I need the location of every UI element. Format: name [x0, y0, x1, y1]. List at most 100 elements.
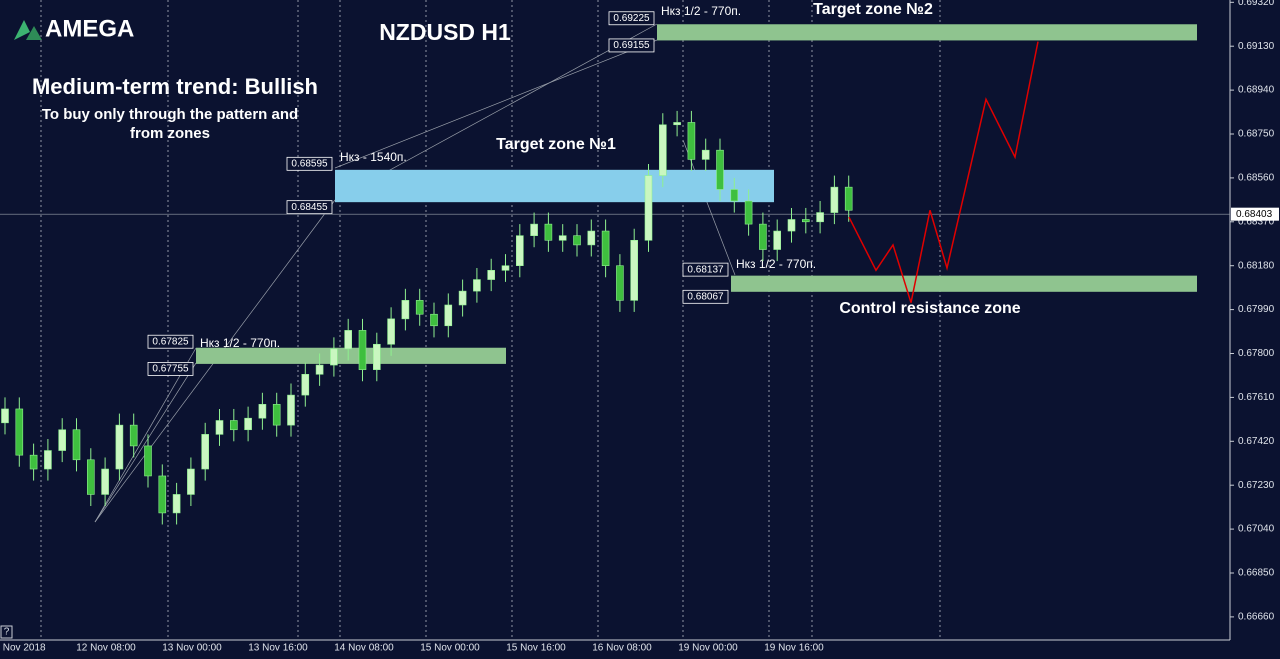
trend-title: Medium-term trend: Bullish	[32, 74, 318, 99]
connector	[94, 362, 197, 523]
candle-body	[730, 189, 739, 202]
candle-body	[630, 239, 639, 301]
candle-body	[201, 434, 209, 470]
candle-body	[830, 186, 839, 213]
candle-body	[401, 300, 410, 320]
y-tick-label: 0.67800	[1238, 348, 1275, 359]
candle-body	[487, 270, 496, 280]
candle-body	[72, 429, 81, 461]
candle-body	[129, 424, 138, 447]
candle-body	[787, 219, 796, 232]
candle-body	[558, 235, 567, 241]
price-box-label: 0.68595	[291, 158, 328, 169]
price-box	[608, 11, 655, 26]
candle-body	[415, 300, 424, 315]
x-tick-label: 14 Nov 08:00	[334, 643, 394, 654]
connector	[94, 347, 197, 523]
candle-body	[773, 230, 782, 250]
candle-body	[644, 175, 653, 241]
price-box	[286, 156, 333, 171]
y-tick-label: 0.69320	[1238, 0, 1275, 8]
candle-body	[101, 468, 109, 495]
price-box	[147, 334, 194, 349]
candle-body	[844, 186, 853, 211]
candle-body	[658, 124, 667, 176]
candle-body	[15, 408, 24, 456]
annotation: Control resistance zone	[839, 300, 1020, 317]
candle-body	[801, 219, 810, 223]
price-box-label: 0.69225	[613, 13, 650, 24]
y-tick-label: 0.68560	[1238, 173, 1275, 184]
price-box	[147, 361, 194, 376]
x-tick-label: 15 Nov 16:00	[506, 643, 566, 654]
logo-text: AMEGA	[45, 15, 134, 42]
y-tick-label: 0.66850	[1238, 568, 1275, 579]
price-box	[682, 262, 729, 277]
help-button[interactable]	[0, 625, 13, 639]
current-price-label: 0.68403	[1236, 209, 1273, 220]
candle-body	[444, 304, 453, 327]
candle-body	[287, 394, 295, 426]
annotation: Target zone №2	[813, 1, 933, 18]
candle-body	[530, 223, 538, 236]
x-tick-label: 15 Nov 00:00	[420, 643, 480, 654]
zone-label: Нкз 1/2 - 770п.	[736, 257, 816, 271]
price-box	[608, 38, 655, 53]
candle-body	[573, 235, 581, 246]
price-box-label: 0.68455	[291, 202, 328, 213]
candle-body	[759, 223, 767, 250]
candle-body	[515, 235, 524, 267]
candle-body	[158, 475, 167, 514]
candle-body	[816, 212, 824, 223]
x-tick-label: 16 Nov 08:00	[592, 643, 652, 654]
price-box-label: 0.67825	[152, 336, 189, 347]
candle-body	[230, 420, 238, 431]
x-tick-label: 12 Nov 08:00	[76, 643, 136, 654]
candle-body	[616, 265, 624, 301]
y-tick-label: 0.66660	[1238, 612, 1275, 623]
x-tick-label: 13 Nov 00:00	[162, 643, 222, 654]
logo: AMEGA	[14, 15, 134, 42]
candle-body	[744, 200, 753, 225]
price-box-label: 0.67755	[152, 364, 189, 375]
candle-body	[358, 330, 367, 370]
candle-body	[387, 318, 395, 345]
y-tick-label: 0.67610	[1238, 392, 1275, 403]
y-tick-label: 0.68370	[1238, 216, 1275, 227]
annotation: Target zone №1	[496, 136, 616, 153]
y-tick-label: 0.67230	[1238, 480, 1275, 491]
y-tick-label: 0.68750	[1238, 129, 1275, 140]
candle-body	[372, 343, 381, 370]
price-box-label: 0.69155	[613, 40, 650, 51]
price-box-label: 0.68067	[687, 291, 724, 302]
y-tick-label: 0.68180	[1238, 260, 1275, 271]
candle-body	[215, 420, 224, 435]
price-box-label: 0.68137	[687, 264, 724, 275]
connector	[334, 39, 658, 169]
candle-body	[44, 450, 52, 470]
x-tick-label: 9 Nov 2018	[0, 643, 46, 654]
forecast-line	[848, 41, 1039, 303]
candle-body	[673, 122, 681, 126]
price-box	[286, 200, 333, 215]
candle-body	[115, 424, 124, 470]
candle-body	[430, 313, 438, 327]
candle-body	[172, 494, 181, 514]
y-tick-label: 0.67990	[1238, 304, 1275, 315]
x-tick-label: 19 Nov 16:00	[764, 643, 824, 654]
y-tick-label: 0.68940	[1238, 85, 1275, 96]
candle-body	[716, 149, 724, 190]
logo-mark	[26, 26, 42, 40]
y-tick-label: 0.69130	[1238, 41, 1275, 52]
zone	[335, 169, 774, 203]
candle-body	[687, 122, 696, 160]
candle-body	[701, 149, 710, 160]
logo-mark	[14, 20, 30, 40]
note: from zones	[130, 125, 210, 142]
x-tick-label: 13 Nov 16:00	[248, 643, 308, 654]
candle-body	[87, 459, 95, 495]
symbol-title: NZDUSD H1	[379, 19, 511, 45]
